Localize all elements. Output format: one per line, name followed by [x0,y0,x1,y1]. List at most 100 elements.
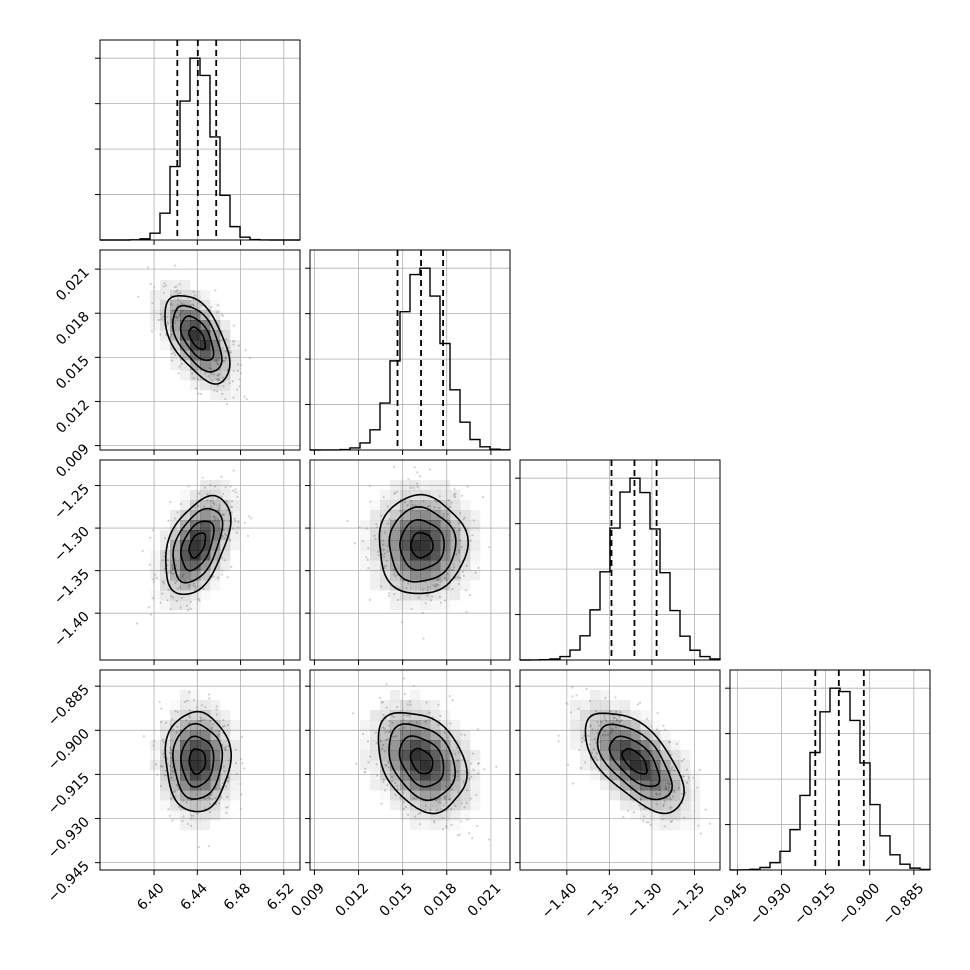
scatter-point [386,544,389,548]
scatter-point [662,724,665,727]
density-cell [170,780,181,791]
x-tick-label-3-2: −0.915 [791,880,839,928]
density-cell [180,820,191,831]
contour-level-3 [378,493,469,595]
density-cell [650,740,661,751]
density-cell [220,740,231,751]
density-cell [460,790,471,801]
scatter-point [369,500,372,503]
density-cell [200,350,211,361]
scatter-point [459,820,463,823]
density-cell [160,720,171,731]
scatter-point [185,604,189,607]
scatter-point [451,780,454,783]
scatter-point [376,774,379,777]
density-cell [660,740,671,751]
density-cell [630,730,641,741]
density-cell [470,530,481,541]
scatter-point [457,522,460,525]
scatter-points [346,465,510,640]
scatter-point [600,721,603,724]
density-cell [390,800,401,811]
scatter-point [605,719,608,723]
scatter-point [166,599,169,602]
scatter-point [231,340,235,343]
density-cell [380,790,390,800]
scatter-point [450,501,453,504]
density-cell [430,570,441,581]
scatter-point [594,737,597,741]
density-cell [370,710,381,721]
scatter-point [663,825,666,828]
density-cell [390,780,401,791]
scatter-point [645,717,649,720]
density-cell [380,520,391,531]
scatter-point [406,813,410,816]
density-cell [210,530,221,541]
scatter-point [222,765,225,768]
density-cell [230,390,240,400]
scatter-point [221,725,225,728]
scatter-point [422,637,425,640]
scatter-point [162,285,165,288]
density-cell [620,770,631,781]
scatter-point [163,555,166,558]
density-cell [470,800,480,810]
scatter-point [177,806,181,809]
density-cell [620,790,631,801]
density-cell [220,360,231,371]
scatter-point [228,539,232,542]
scatter-point [214,485,217,488]
scatter-point [458,576,462,580]
scatter-point [462,517,465,521]
scatter-point [216,384,220,387]
density-cell [410,770,421,781]
density-cell [590,700,601,711]
scatter-point [410,607,413,611]
density-cell [420,720,431,731]
density-cell [690,770,700,780]
scatter-point [382,543,385,546]
scatter-point [488,546,491,549]
scatter-point [232,489,235,492]
axes-frame-3-2 [519,669,721,871]
density-cell [450,580,461,591]
density-cell [650,800,661,811]
scatter-point [448,798,451,801]
density-cell [460,760,471,771]
scatter-point [222,360,226,363]
density-cell [420,560,431,571]
density-cell [170,280,181,291]
density-cell [180,810,191,821]
scatter-point [441,816,444,820]
scatter-point [658,792,661,796]
scatter-point [208,810,212,814]
scatter-point [181,302,184,305]
scatter-point [228,519,231,522]
scatter-point [226,795,229,799]
contour-level-2 [172,722,224,800]
density-cell [580,720,591,731]
scatter-point [596,728,600,732]
density-cell [430,520,441,531]
scatter-point [441,827,445,831]
density-cell [230,500,241,511]
scatter-point [221,513,224,516]
scatter-point [170,318,173,321]
scatter-point [236,369,240,372]
density-cell [370,580,381,591]
scatter-point [234,748,237,751]
density-cell [450,780,461,791]
density-cell [390,600,401,611]
density-cell [150,740,161,751]
scatter-point [226,806,229,809]
scatter-point [199,392,203,396]
scatter-point [458,833,461,836]
scatter-point [135,622,139,625]
density-cell [380,560,391,571]
density-cell [230,730,240,740]
scatter-point [417,812,420,815]
scatter-point [381,700,385,704]
scatter-point [189,304,192,307]
